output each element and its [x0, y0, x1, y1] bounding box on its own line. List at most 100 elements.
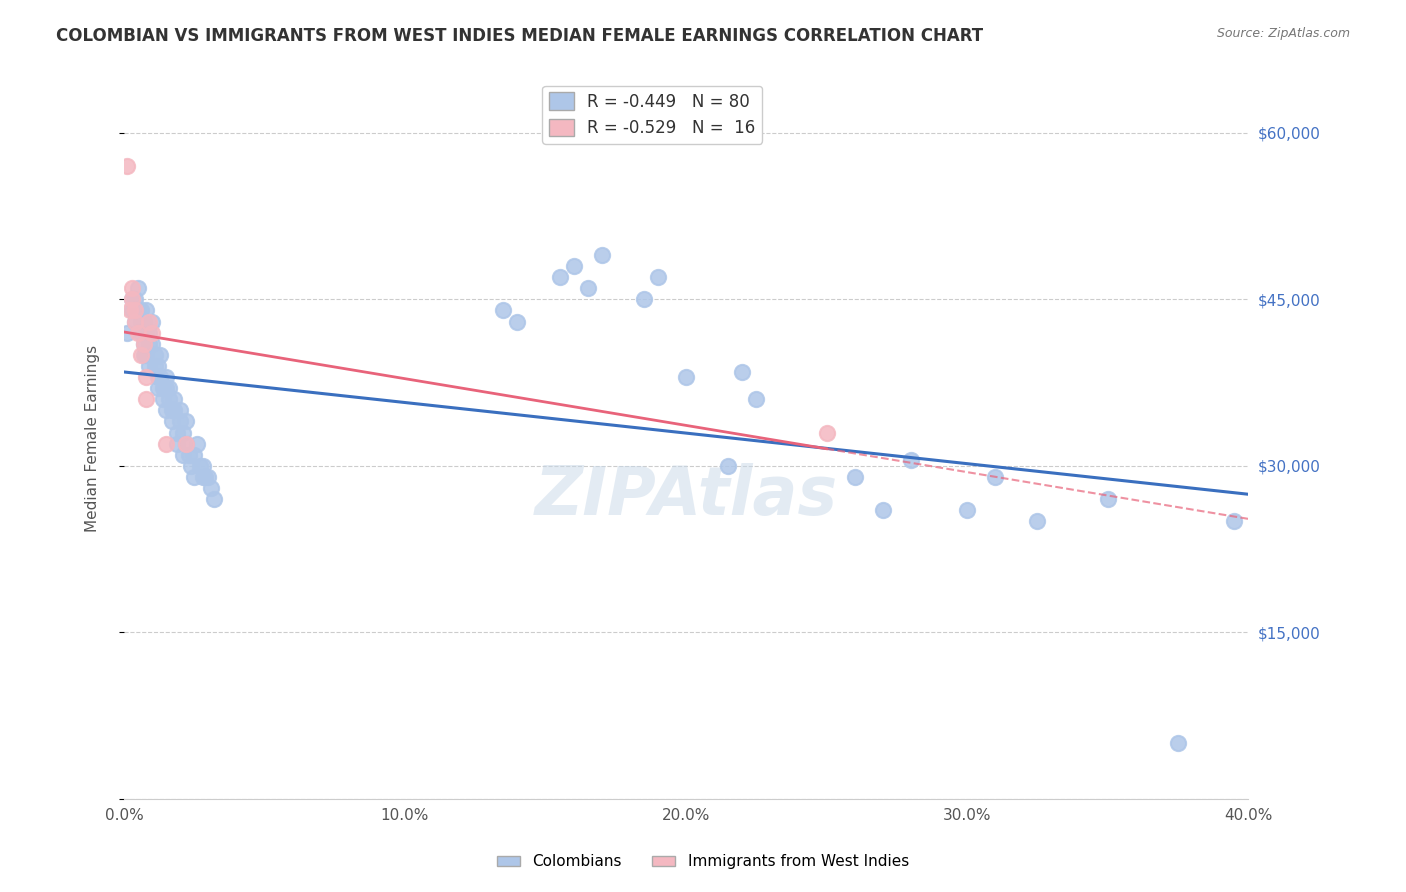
Point — [183, 470, 205, 484]
Point — [143, 359, 166, 373]
Point — [121, 293, 143, 307]
Point — [576, 281, 599, 295]
Point — [169, 403, 191, 417]
Point — [157, 392, 180, 407]
Point — [562, 259, 585, 273]
Point — [124, 315, 146, 329]
Point — [132, 336, 155, 351]
Point — [731, 364, 754, 378]
Point — [155, 370, 177, 384]
Point — [135, 326, 157, 340]
Point — [155, 381, 177, 395]
Y-axis label: Median Female Earnings: Median Female Earnings — [86, 344, 100, 532]
Point — [166, 436, 188, 450]
Point — [591, 248, 613, 262]
Point — [900, 453, 922, 467]
Point — [146, 359, 169, 373]
Point — [183, 448, 205, 462]
Point — [191, 470, 214, 484]
Point — [172, 448, 194, 462]
Point — [129, 315, 152, 329]
Point — [675, 370, 697, 384]
Point — [163, 403, 186, 417]
Point — [188, 458, 211, 473]
Point — [127, 303, 149, 318]
Point — [155, 403, 177, 417]
Point — [202, 492, 225, 507]
Point — [194, 470, 217, 484]
Point — [121, 293, 143, 307]
Point — [163, 392, 186, 407]
Point — [155, 436, 177, 450]
Point — [141, 336, 163, 351]
Point — [200, 481, 222, 495]
Point — [129, 348, 152, 362]
Point — [118, 303, 141, 318]
Point — [745, 392, 768, 407]
Point — [984, 470, 1007, 484]
Point — [121, 303, 143, 318]
Point — [138, 336, 160, 351]
Point — [127, 281, 149, 295]
Point — [174, 436, 197, 450]
Point — [149, 370, 172, 384]
Point — [633, 293, 655, 307]
Point — [129, 326, 152, 340]
Point — [115, 159, 138, 173]
Point — [169, 414, 191, 428]
Point — [174, 414, 197, 428]
Point — [180, 458, 202, 473]
Point — [172, 425, 194, 440]
Point — [506, 315, 529, 329]
Point — [647, 270, 669, 285]
Point — [1223, 514, 1246, 528]
Point — [174, 436, 197, 450]
Point — [135, 370, 157, 384]
Point — [143, 348, 166, 362]
Point — [124, 303, 146, 318]
Point — [141, 315, 163, 329]
Point — [132, 315, 155, 329]
Text: COLOMBIAN VS IMMIGRANTS FROM WEST INDIES MEDIAN FEMALE EARNINGS CORRELATION CHAR: COLOMBIAN VS IMMIGRANTS FROM WEST INDIES… — [56, 27, 983, 45]
Point — [138, 315, 160, 329]
Point — [132, 348, 155, 362]
Point — [132, 336, 155, 351]
Point — [815, 425, 838, 440]
Point — [121, 281, 143, 295]
Legend: R = -0.449   N = 80, R = -0.529   N =  16: R = -0.449 N = 80, R = -0.529 N = 16 — [543, 86, 762, 144]
Point — [548, 270, 571, 285]
Point — [146, 370, 169, 384]
Point — [129, 303, 152, 318]
Point — [197, 470, 219, 484]
Point — [124, 315, 146, 329]
Point — [146, 381, 169, 395]
Point — [186, 436, 208, 450]
Text: Source: ZipAtlas.com: Source: ZipAtlas.com — [1216, 27, 1350, 40]
Point — [135, 303, 157, 318]
Point — [1097, 492, 1119, 507]
Point — [166, 425, 188, 440]
Point — [1026, 514, 1049, 528]
Point — [160, 414, 183, 428]
Point — [717, 458, 740, 473]
Point — [115, 326, 138, 340]
Point — [149, 348, 172, 362]
Point — [152, 392, 174, 407]
Point — [152, 381, 174, 395]
Point — [492, 303, 515, 318]
Point — [127, 326, 149, 340]
Point — [177, 448, 200, 462]
Legend: Colombians, Immigrants from West Indies: Colombians, Immigrants from West Indies — [491, 848, 915, 875]
Point — [844, 470, 866, 484]
Point — [160, 403, 183, 417]
Point — [138, 326, 160, 340]
Point — [191, 458, 214, 473]
Point — [135, 392, 157, 407]
Point — [157, 381, 180, 395]
Point — [872, 503, 894, 517]
Point — [956, 503, 979, 517]
Text: ZIPAtlas: ZIPAtlas — [534, 463, 838, 529]
Point — [141, 326, 163, 340]
Point — [135, 348, 157, 362]
Point — [1167, 736, 1189, 750]
